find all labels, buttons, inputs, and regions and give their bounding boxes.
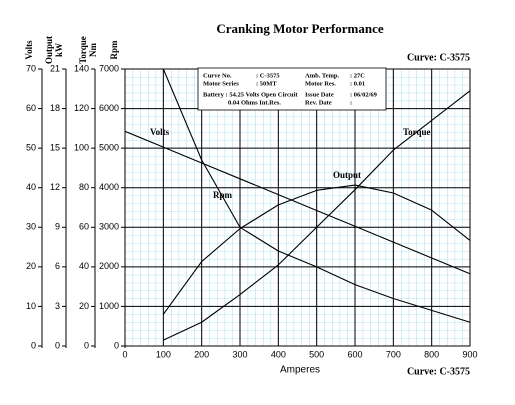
info-box: Curve No. : C-3575 Amb. Temp. : 27C Motor Se… [197,67,387,111]
y-tick-label: 21 [50,63,60,73]
y-tick-label: 12 [50,182,60,192]
y-tick-label: 70 [26,63,36,73]
info-text: : 27C [350,72,365,79]
y-tick-label: 0 [114,340,119,350]
y-tick-label: 50 [26,143,36,153]
y-tick-label: 5000 [99,143,119,153]
y-tick-label: 3000 [99,222,119,232]
info-text: : [350,99,352,106]
x-tick-label: 200 [194,349,209,359]
curve-label: Curve: C-3575 [407,366,470,377]
x-tick-label: 500 [309,349,324,359]
y-axis-label: Output [44,36,54,64]
info-text: Amb. Temp. [305,72,340,79]
y-tick-label: 40 [26,182,36,192]
series-line [162,184,471,315]
y-tick-label: 40 [79,261,89,271]
info-text: 0.04 Ohms Int.Res. [228,99,281,106]
series-line [124,130,471,275]
y-tick-label: 4000 [99,182,119,192]
y-tick-label: 0 [55,340,60,350]
y-tick-label: 2000 [99,261,119,271]
y-tick-label: 30 [26,222,36,232]
y-tick-label: 80 [79,182,89,192]
y-tick-label: 7000 [99,63,119,73]
y-axis-label: Torque [78,36,88,64]
y-tick-label: 0 [31,340,36,350]
y-tick-label: 20 [79,301,89,311]
x-tick-label: 400 [271,349,286,359]
curve-label: Curve: C-3575 [407,52,470,63]
y-tick-label: 10 [26,301,36,311]
x-tick-label: 600 [347,349,362,359]
series-label: Torque [403,127,431,137]
series-label: Output [333,170,361,180]
plot-area [124,68,471,347]
y-axis-label: Nm [88,43,98,57]
info-text: Rev. Date [305,99,332,106]
y-tick-label: 0 [84,340,89,350]
x-tick-label: 900 [462,349,477,359]
y-tick-label: 140 [74,63,89,73]
y-tick-label: 18 [50,103,60,113]
info-text: : C-3575 [256,72,280,79]
info-text: : 0.01 [350,80,365,87]
y-axis-label: Volts [24,40,34,60]
x-tick-label: 100 [156,349,171,359]
series-label: Volts [150,127,170,137]
x-axis-label: Amperes [280,365,320,376]
y-tick-label: 15 [50,143,60,153]
series-line [163,90,471,341]
info-text: Motor Series [203,80,239,87]
info-text: Motor Res. [305,80,336,87]
series-label: Rpm [213,190,233,200]
y-tick-label: 9 [55,222,60,232]
y-tick-label: 6000 [99,103,119,113]
y-tick-label: 1000 [99,301,119,311]
x-tick-label: 0 [122,349,127,359]
y-tick-label: 60 [79,222,89,232]
info-text: Curve No. [203,72,232,79]
y-tick-label: 20 [26,261,36,271]
y-tick-label: 6 [55,261,60,271]
y-tick-label: 60 [26,103,36,113]
info-text: : 06/02/69 [350,91,378,98]
x-tick-label: 800 [424,349,439,359]
series-line [162,68,471,323]
info-text: Battery : 54.25 Volts Open Circuit [203,91,298,98]
y-axis-label: Rpm [109,40,119,60]
y-tick-label: 120 [74,103,89,113]
y-axis-label: kW [54,43,64,57]
x-tick-label: 700 [386,349,401,359]
chart-title: Cranking Motor Performance [216,21,384,36]
info-box-frame [197,67,387,111]
y-tick-label: 100 [74,143,89,153]
y-tick-label: 3 [55,301,60,311]
info-text: Issue Date [305,91,334,98]
x-tick-label: 300 [232,349,247,359]
info-text: : 50MT [256,80,277,87]
